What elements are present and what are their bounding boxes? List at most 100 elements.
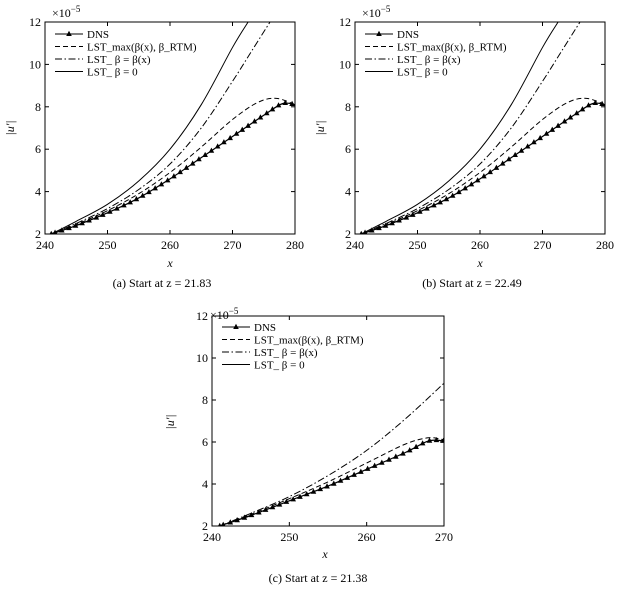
- dns-marker: [424, 205, 430, 211]
- series-line-2: [51, 22, 271, 234]
- dns-marker: [364, 465, 371, 471]
- dns-marker: [262, 506, 269, 512]
- y-tick-label: 6: [345, 142, 351, 156]
- plot-frame: [211, 315, 445, 527]
- dns-marker: [275, 102, 282, 108]
- plot-frame: [354, 21, 606, 235]
- legend-label: LST_ β = 0: [87, 67, 138, 79]
- dns-marker: [127, 199, 133, 205]
- dns-marker: [403, 214, 410, 220]
- x-axis-label: x: [476, 256, 483, 270]
- dns-marker: [139, 192, 146, 198]
- y-tick-label: 8: [35, 100, 41, 114]
- y-tick-label: 10: [29, 57, 41, 71]
- y-tick-label: 4: [35, 185, 41, 199]
- dns-marker: [183, 164, 190, 170]
- chart-panel-b: 240 250 260 270 280 2 4 6 8 10 12 DNS LST_max(β(x), …: [310, 0, 620, 296]
- y-tick-label: 6: [202, 435, 208, 449]
- dns-marker: [164, 177, 171, 183]
- chart-caption: (c) Start at z = 21.38: [269, 571, 368, 585]
- dns-marker: [239, 126, 246, 132]
- dns-marker: [257, 114, 264, 120]
- dns-marker: [555, 122, 561, 128]
- dns-marker: [214, 143, 221, 149]
- y-axis-label: |u'|: [163, 414, 177, 429]
- dns-marker: [245, 122, 251, 128]
- y-tick-label: 8: [202, 393, 208, 407]
- dns-marker: [561, 118, 568, 124]
- dns-marker: [227, 134, 233, 141]
- dns-marker: [437, 199, 443, 205]
- dns-marker: [549, 126, 556, 132]
- dns-marker: [202, 151, 208, 158]
- dns-marker: [276, 501, 283, 507]
- chart-plot-area: 240 250 260 270 280 2 4 6 8 10 12 DNSLST_max(β(x), …: [339, 15, 614, 252]
- x-tick-label: 240: [203, 530, 221, 544]
- x-tick-label: 280: [596, 238, 614, 252]
- dns-marker: [487, 168, 493, 175]
- x-tick-label: 260: [358, 530, 376, 544]
- legend-label: LST_max(β(x), β_RTM): [254, 335, 364, 347]
- dns-marker: [263, 110, 270, 116]
- x-tick-label: 250: [409, 238, 427, 252]
- dns-marker: [297, 493, 303, 499]
- dns-marker: [93, 214, 100, 220]
- legend-label: LST_ β = 0: [254, 360, 305, 372]
- dns-marker: [269, 504, 276, 510]
- series-line-1: [51, 97, 295, 234]
- dns-marker: [440, 437, 444, 443]
- chart-plot-area: 240 250 260 270 280 2 4 6 8 10 12 DNSLST_max(β(x), …: [29, 15, 304, 252]
- series-line-1: [361, 97, 605, 234]
- dns-marker: [413, 443, 419, 449]
- dns-marker: [107, 208, 113, 214]
- dns-marker: [256, 509, 262, 515]
- plot-frame: [44, 21, 296, 235]
- y-multiplier-exp: −5: [381, 4, 391, 14]
- dns-marker: [283, 498, 290, 504]
- chart-svg-a: 240 250 260 270 280 2 4 6 8 10 12 DNSLST_max(β(x), …: [3, 4, 304, 290]
- dns-marker: [512, 151, 518, 158]
- y-multiplier-exp: −5: [229, 306, 239, 316]
- dns-marker: [282, 99, 289, 106]
- x-tick-label: 260: [471, 238, 489, 252]
- legend-label: LST_ β = β(x): [87, 54, 151, 66]
- dns-marker: [481, 173, 487, 179]
- dns-marker: [310, 488, 317, 494]
- dns-marker: [433, 436, 440, 443]
- legend-label: DNS: [87, 29, 109, 41]
- legend-label: LST_ β = β(x): [397, 54, 461, 66]
- dns-marker: [468, 181, 475, 187]
- dns-marker: [462, 185, 468, 191]
- y-multiplier: ×10−5: [210, 306, 239, 322]
- dns-marker: [474, 177, 481, 183]
- dns-marker: [351, 471, 357, 477]
- x-tick-label: 260: [161, 238, 179, 252]
- x-tick-label: 270: [224, 238, 242, 252]
- dns-marker: [543, 130, 550, 136]
- series-line-3: [51, 22, 249, 234]
- y-tick-label: 6: [35, 142, 41, 156]
- y-multiplier-exp: −5: [71, 4, 81, 14]
- y-tick-label: 2: [345, 227, 351, 241]
- dns-marker: [337, 477, 344, 483]
- dns-marker: [518, 147, 525, 153]
- y-tick-label: 12: [339, 15, 351, 29]
- dns-marker: [221, 139, 227, 145]
- dns-marker: [196, 156, 202, 162]
- dns-marker: [303, 491, 310, 497]
- dns-marker: [99, 211, 106, 217]
- y-multiplier: ×10−5: [362, 4, 391, 20]
- dns-marker: [146, 188, 152, 195]
- dns-marker: [114, 205, 120, 211]
- legend-marker: [66, 30, 72, 36]
- y-tick-label: 10: [196, 351, 208, 365]
- y-tick-label: 2: [202, 519, 208, 533]
- chart-caption: (a) Start at z = 21.83: [113, 276, 212, 290]
- series-line-3: [361, 22, 559, 234]
- dns-marker: [417, 208, 423, 214]
- series-line-2: [219, 382, 444, 526]
- dns-marker: [121, 202, 127, 208]
- dns-marker: [251, 118, 258, 124]
